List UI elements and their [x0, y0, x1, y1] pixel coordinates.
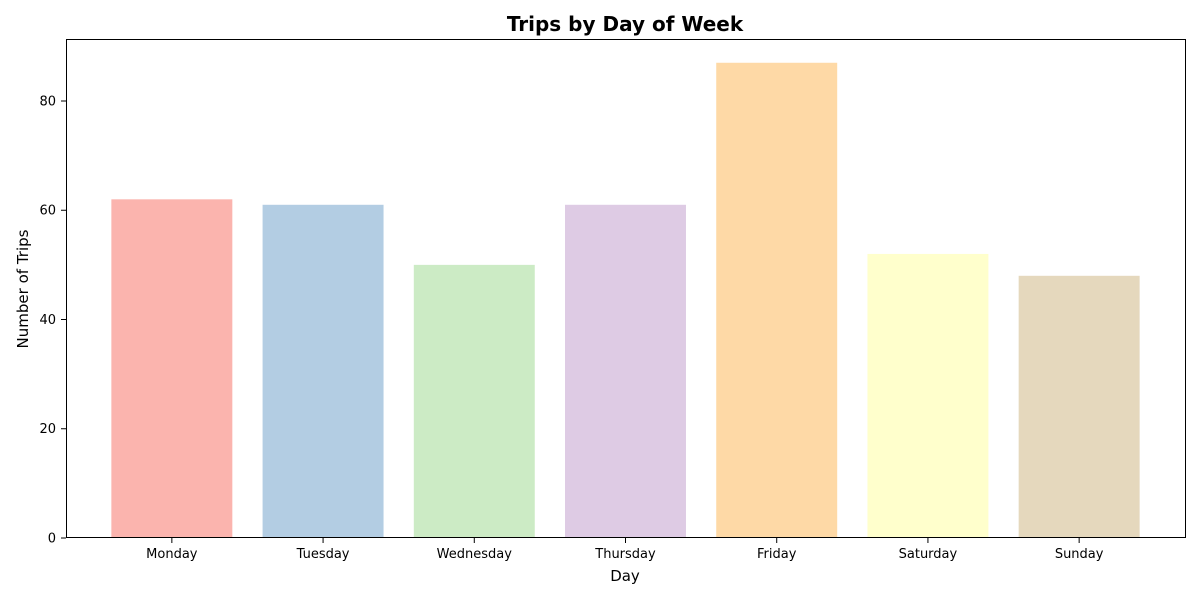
- bar-sunday: [1018, 275, 1140, 538]
- x-axis-label: Day: [610, 567, 640, 585]
- y-tick-label: 0: [48, 532, 56, 547]
- y-tick-label: 40: [39, 313, 56, 328]
- bar-monday: [111, 199, 233, 538]
- bar-saturday: [867, 253, 989, 538]
- chart-title: Trips by Day of Week: [507, 12, 744, 36]
- x-axis-ticks: Monday Tuesday Wednesday Thursday Friday Satu…: [146, 538, 1104, 562]
- plot-frame: [66, 39, 1186, 538]
- bar-tuesday: [262, 204, 384, 539]
- x-tick-label: Saturday: [899, 547, 958, 562]
- x-tick-label: Monday: [146, 547, 198, 562]
- bar-wednesday: [413, 264, 535, 538]
- y-tick-label: 20: [39, 422, 56, 437]
- y-tick-label: 60: [39, 204, 56, 219]
- bar-thursday: [565, 204, 686, 539]
- x-tick-label: Wednesday: [437, 547, 513, 562]
- bars-group: [111, 62, 1140, 539]
- y-axis-ticks: 0 20 40 60 80: [39, 94, 66, 547]
- y-axis-label: Number of Trips: [14, 229, 32, 348]
- x-tick-label: Tuesday: [296, 547, 350, 562]
- x-tick-label: Thursday: [594, 547, 656, 562]
- x-tick-label: Sunday: [1055, 547, 1104, 562]
- x-tick-label: Friday: [757, 547, 797, 562]
- y-tick-label: 80: [39, 94, 56, 109]
- bar-friday: [716, 62, 838, 538]
